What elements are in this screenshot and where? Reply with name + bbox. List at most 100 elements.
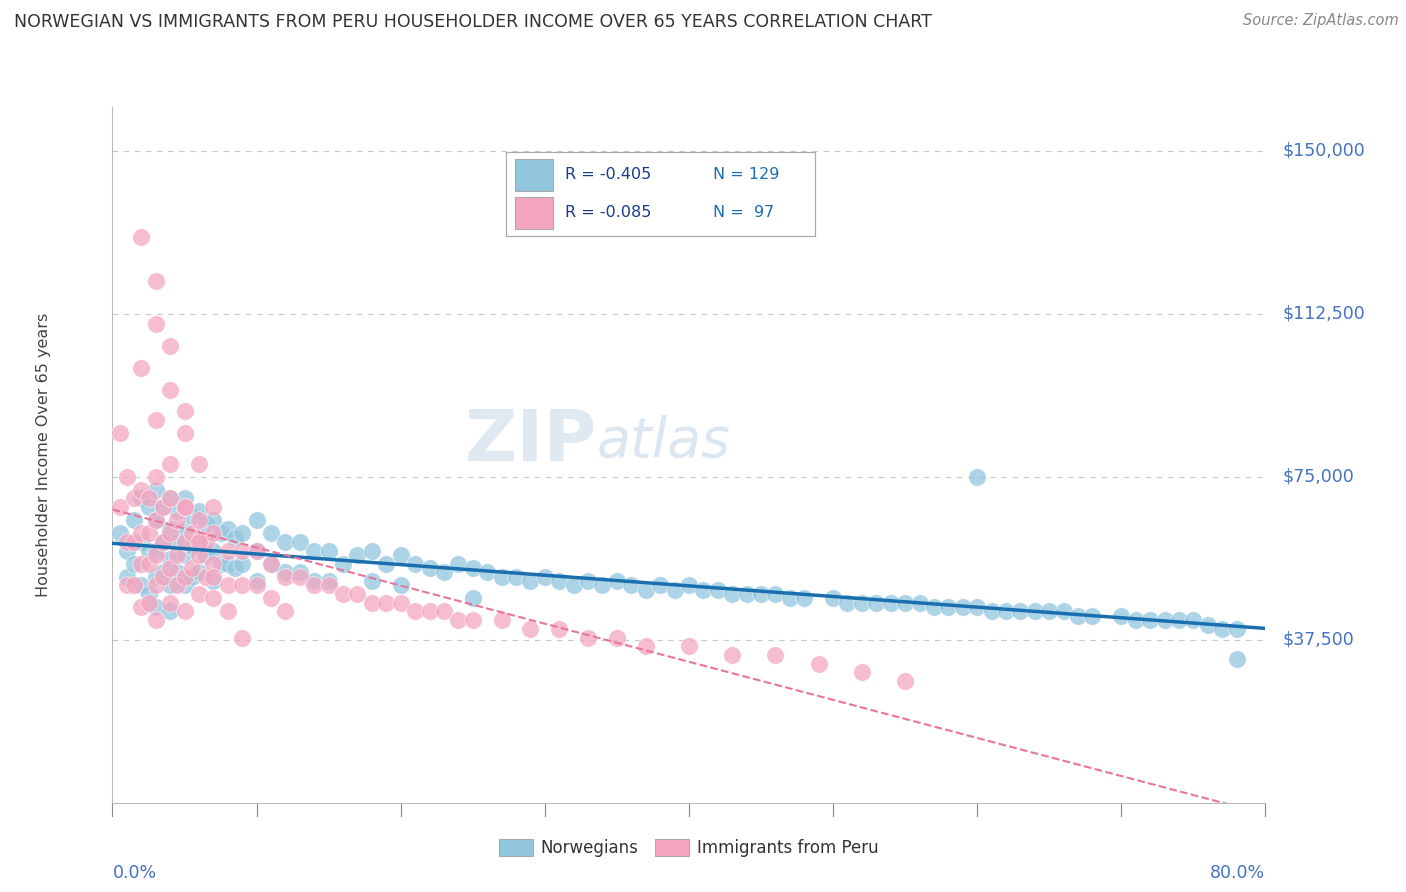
Point <box>159 383 181 397</box>
Point <box>138 543 160 558</box>
Point <box>129 557 153 571</box>
Point <box>260 591 283 606</box>
Point <box>389 596 412 610</box>
Point <box>245 543 267 558</box>
Point <box>1038 605 1060 619</box>
Point <box>122 535 145 549</box>
Point <box>138 491 160 506</box>
Point <box>231 631 253 645</box>
Point <box>159 578 181 592</box>
Point <box>995 605 1018 619</box>
FancyBboxPatch shape <box>516 197 553 228</box>
Point <box>166 548 188 562</box>
Point <box>166 513 188 527</box>
Point <box>360 543 382 558</box>
Point <box>129 361 153 376</box>
Text: R = -0.405: R = -0.405 <box>565 167 651 182</box>
Point <box>592 578 614 592</box>
Point <box>447 613 470 627</box>
Point <box>692 582 714 597</box>
Point <box>634 639 657 653</box>
Text: Source: ZipAtlas.com: Source: ZipAtlas.com <box>1243 13 1399 29</box>
Point <box>202 591 225 606</box>
Point <box>188 587 211 601</box>
Point <box>217 522 239 536</box>
Point <box>332 557 354 571</box>
Point <box>108 526 131 541</box>
Point <box>447 557 470 571</box>
Point <box>159 596 181 610</box>
Point <box>606 574 628 588</box>
Point <box>706 582 728 597</box>
Point <box>231 543 253 558</box>
Point <box>433 605 456 619</box>
Point <box>152 500 174 514</box>
Point <box>152 535 174 549</box>
Point <box>548 574 571 588</box>
Point <box>180 539 202 553</box>
Point <box>188 504 211 518</box>
Point <box>318 543 340 558</box>
Point <box>122 491 145 506</box>
Point <box>129 483 153 497</box>
Point <box>375 557 398 571</box>
Point <box>173 578 195 592</box>
Point <box>180 526 202 541</box>
Point <box>159 605 181 619</box>
Point <box>173 605 195 619</box>
Point <box>159 552 181 566</box>
Point <box>138 500 160 514</box>
Point <box>152 570 174 584</box>
Point <box>274 570 297 584</box>
Point <box>1111 608 1133 623</box>
FancyBboxPatch shape <box>516 160 553 191</box>
Point <box>620 578 643 592</box>
Point <box>145 548 167 562</box>
Point <box>966 469 988 483</box>
Text: atlas: atlas <box>596 415 731 467</box>
Point <box>115 469 138 483</box>
Point <box>1024 605 1046 619</box>
Point <box>318 574 340 588</box>
Point <box>1211 622 1233 636</box>
Point <box>880 596 903 610</box>
Point <box>505 570 527 584</box>
Point <box>922 600 945 615</box>
Point <box>129 600 153 615</box>
Point <box>173 500 195 514</box>
Point <box>188 548 211 562</box>
Point <box>145 274 167 288</box>
Point <box>138 596 160 610</box>
Point <box>519 622 541 636</box>
Point <box>765 587 787 601</box>
Point <box>260 557 283 571</box>
Point <box>533 570 555 584</box>
Point <box>491 613 513 627</box>
Point <box>231 526 253 541</box>
Point <box>145 483 167 497</box>
Point <box>562 578 585 592</box>
Point <box>389 578 412 592</box>
Point <box>721 587 744 601</box>
Point <box>245 543 267 558</box>
Point <box>159 522 181 536</box>
Point <box>202 543 225 558</box>
Point <box>129 526 153 541</box>
Point <box>634 582 657 597</box>
Point <box>304 578 326 592</box>
Point <box>245 574 267 588</box>
Point <box>180 570 202 584</box>
Point <box>765 648 787 662</box>
Point <box>936 600 959 615</box>
Point <box>129 535 153 549</box>
Point <box>122 513 145 527</box>
Point <box>304 543 326 558</box>
Point <box>173 491 195 506</box>
Point <box>108 500 131 514</box>
Point <box>224 531 246 545</box>
Point <box>576 574 599 588</box>
Point <box>332 587 354 601</box>
Point <box>195 548 218 562</box>
Point <box>475 566 498 580</box>
Point <box>202 557 225 571</box>
